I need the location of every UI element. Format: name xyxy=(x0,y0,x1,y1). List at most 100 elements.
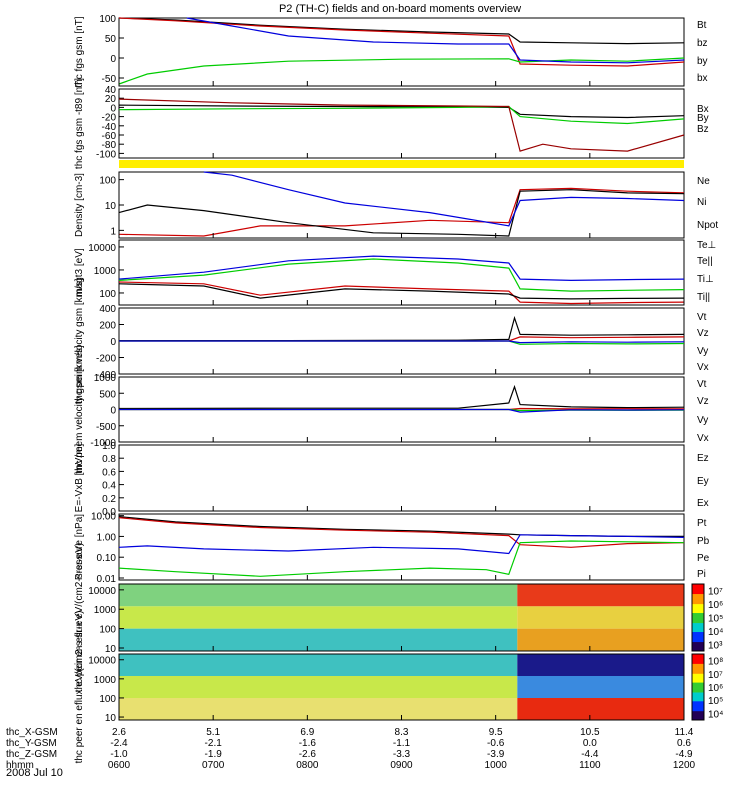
colorbar-swatch xyxy=(692,705,704,708)
colorbar-swatch xyxy=(692,682,704,685)
colorbar-swatch xyxy=(692,668,704,670)
colorbar-swatch xyxy=(692,683,704,686)
colorbar-swatch xyxy=(692,690,704,692)
panel-1: 100 50 0 -50 thc fgs gsm [nT] Bt bz by bx xyxy=(74,14,708,88)
colorbar-swatch xyxy=(692,674,704,677)
colorbar-tick-label: 10⁵ xyxy=(708,614,723,625)
legend-label: Pi xyxy=(697,569,706,580)
colorbar-swatch xyxy=(692,661,704,664)
y-tick-label: 400 xyxy=(99,304,116,315)
series-line-Te|| xyxy=(118,283,685,300)
ephemeris-value: -1.1 xyxy=(393,738,411,749)
y-tick-label: 20 xyxy=(105,94,117,105)
colorbar-swatch xyxy=(692,660,704,663)
colorbar-swatch xyxy=(692,643,704,645)
colorbar-swatch xyxy=(692,667,704,669)
y-tick-label: -80 xyxy=(102,140,117,151)
colorbar-swatch xyxy=(692,669,704,671)
colorbar-swatch xyxy=(692,627,704,630)
colorbar-swatch xyxy=(692,671,704,674)
series-line-Ti⊥ xyxy=(118,255,685,282)
legend-label: Ex xyxy=(697,498,709,509)
colorbar-swatch xyxy=(692,685,704,688)
ephemeris-value: 1000 xyxy=(485,760,508,771)
ephemeris-value: -2.1 xyxy=(205,738,223,749)
series-line-Te⊥ xyxy=(118,281,685,305)
legend-label: Ti|| xyxy=(697,292,710,303)
y-tick-label: 0 xyxy=(110,54,116,65)
panel-10: 10⁸ 10⁷ 10⁶ 10⁵ 10⁴ 10000 1000 100 10 thc peer en… xyxy=(74,611,723,764)
y-tick-label: -1000 xyxy=(90,438,116,449)
colorbar-swatch xyxy=(692,633,704,635)
series-line-Pb xyxy=(118,517,685,548)
ephemeris-value: 11.4 xyxy=(675,727,694,738)
ephemeris-value: 2.6 xyxy=(112,727,126,738)
y-tick-label: 200 xyxy=(99,321,116,332)
panel-7: 1.0 0.8 0.6 0.4 0.2 0.0 E=-VxB [mV/m] Ez Ey Ex xyxy=(74,441,709,518)
colorbar: 10⁷ 10⁶ 10⁵ 10⁴ 10³ xyxy=(691,583,723,652)
ephemeris-value: -4.9 xyxy=(675,749,693,760)
colorbar-swatch xyxy=(692,586,704,588)
colorbar-swatch xyxy=(692,678,704,680)
colorbar-swatch xyxy=(692,639,704,642)
colorbar-tick-label: 10⁷ xyxy=(708,670,723,681)
colorbar-swatch xyxy=(692,684,704,687)
colorbar-swatch xyxy=(692,615,704,617)
y-tick-label: -400 xyxy=(96,370,116,381)
ephemeris-row-label: hhmm xyxy=(6,760,34,771)
panel-9: 10⁷ 10⁶ 10⁵ 10⁴ 10³ 10000 1000 100 10 thc peir en… xyxy=(74,543,723,693)
colorbar-swatch xyxy=(692,600,704,603)
ephemeris-value: 9.5 xyxy=(489,727,503,738)
legend-label: Ti⊥ xyxy=(697,274,714,285)
y-axis-label: thc peir en eflux eV/(cm2-s-sr-eV) xyxy=(74,543,85,693)
colorbar-swatch xyxy=(692,679,704,681)
colorbar-swatch xyxy=(692,692,704,695)
ephemeris-value: -2.4 xyxy=(110,738,128,749)
colorbar-swatch xyxy=(692,698,704,700)
colorbar-swatch xyxy=(692,666,704,668)
ephemeris-value: 5.1 xyxy=(206,727,220,738)
x-axis-ephemeris: thc_X-GSM 2.6 5.1 6.9 8.3 9.5 10.5 11.4 thc_Y-GS… xyxy=(6,727,696,771)
legend-label: Pb xyxy=(697,536,710,547)
colorbar-swatch xyxy=(692,656,704,658)
colorbar-swatch xyxy=(692,713,704,715)
colorbar-swatch xyxy=(692,634,704,636)
colorbar-swatch xyxy=(692,712,704,714)
colorbar-swatch xyxy=(692,635,704,637)
y-tick-label: 0.10 xyxy=(97,553,117,564)
y-tick-label: 0.2 xyxy=(102,494,116,505)
legend-label: Vx xyxy=(697,433,709,444)
y-tick-label: 0 xyxy=(110,103,116,114)
y-axis-label: thc fgs gsm [nT] xyxy=(74,16,85,87)
colorbar-swatch xyxy=(692,621,704,624)
colorbar-swatch xyxy=(692,688,704,690)
colorbar-swatch xyxy=(692,584,704,586)
colorbar-swatch xyxy=(692,630,704,633)
colorbar-swatch xyxy=(692,594,704,596)
colorbar-swatch xyxy=(692,717,704,720)
colorbar-swatch xyxy=(692,702,704,704)
spectrogram-cell xyxy=(119,676,518,698)
colorbar-swatch xyxy=(692,589,704,592)
colorbar-swatch xyxy=(692,654,704,656)
y-tick-label: 50 xyxy=(105,34,117,45)
colorbar-swatch xyxy=(692,591,704,594)
colorbar-swatch xyxy=(692,687,704,689)
y-tick-label: -200 xyxy=(96,354,116,365)
colorbar-swatch xyxy=(692,644,704,646)
colorbar-swatch xyxy=(692,637,704,640)
colorbar-swatch xyxy=(692,662,704,665)
series-line-By xyxy=(118,105,685,125)
colorbar-swatch xyxy=(692,646,704,649)
colorbar-swatch xyxy=(692,655,704,657)
series-line-Pe xyxy=(118,540,685,577)
spectrogram-cell xyxy=(517,628,684,651)
series-line-Ti|| xyxy=(118,258,685,292)
legend-label: Vt xyxy=(697,379,707,390)
y-tick-label: 1000 xyxy=(94,266,117,277)
ephemeris-value: -1.6 xyxy=(299,738,317,749)
colorbar-swatch xyxy=(692,706,704,709)
colorbar-swatch xyxy=(692,691,704,693)
colorbar-tick-label: 10⁷ xyxy=(708,587,723,598)
spectrogram-cell xyxy=(517,654,684,676)
